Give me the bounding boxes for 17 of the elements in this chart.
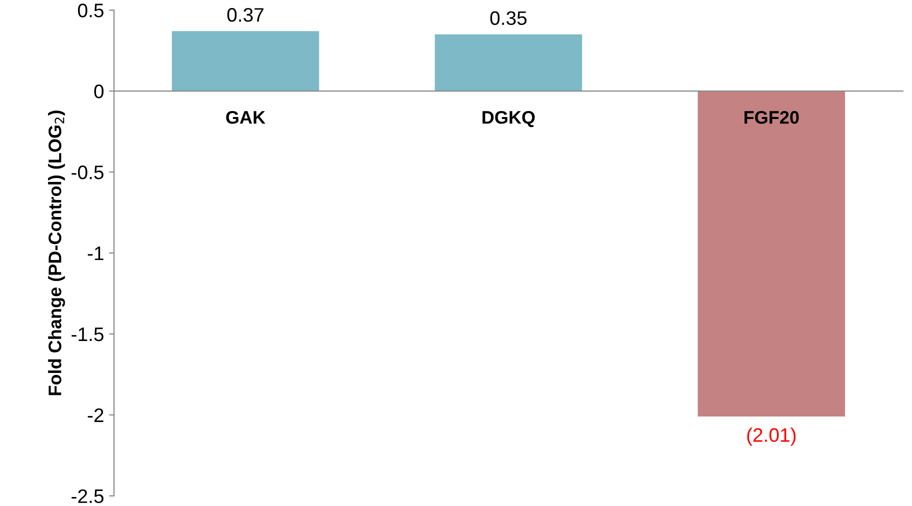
data-label: (2.01) — [747, 428, 796, 446]
x-tick-label: GAK — [226, 111, 266, 124]
y-tick-label: -2.5 — [72, 489, 104, 504]
y-tick-label: -1 — [88, 246, 104, 260]
data-label: 0.35 — [490, 11, 527, 26]
data-label: 0.37 — [227, 8, 264, 22]
y-tick-label: -1.5 — [72, 328, 104, 342]
y-tick-label: -2 — [88, 408, 104, 422]
y-tick-label: 0 — [94, 84, 104, 98]
bar — [434, 34, 582, 92]
bar — [698, 91, 846, 417]
y-tick-label: 0.5 — [78, 4, 104, 18]
x-tick-label: FGF20 — [744, 111, 799, 124]
y-tick-label: -0.5 — [72, 166, 104, 180]
bar — [172, 31, 320, 92]
y-axis-title: Fold Change (PD-Control) (LOG$_{2}$) — [48, 110, 65, 396]
x-tick-label: DGKQ — [482, 111, 535, 128]
